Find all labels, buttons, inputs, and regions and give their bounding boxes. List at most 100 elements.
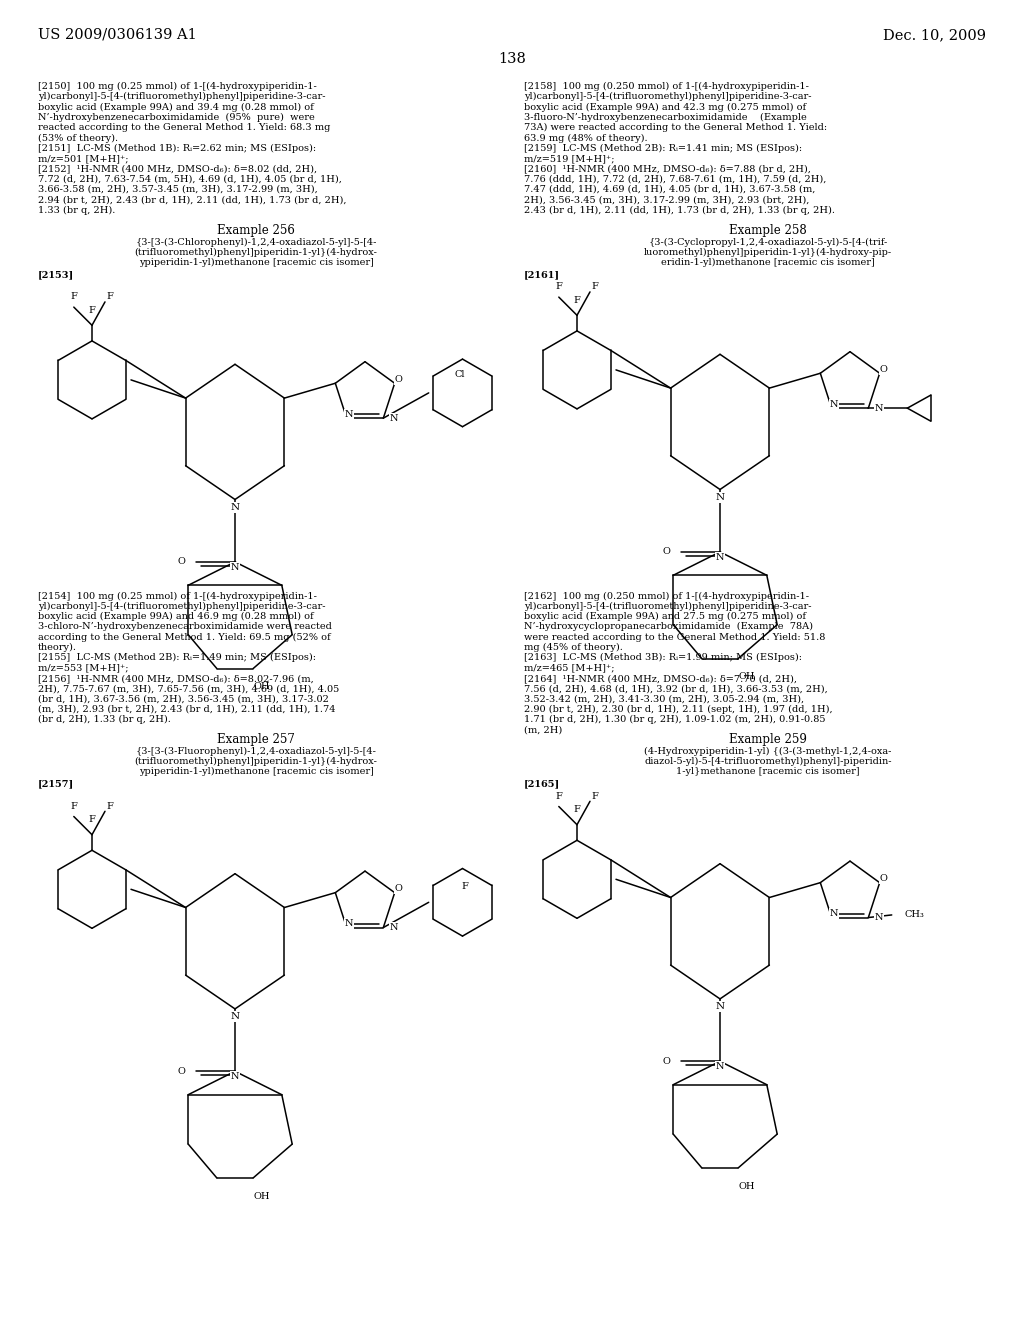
Text: [2150]  100 mg (0.25 mmol) of 1-[(4-hydroxypiperidin-1-: [2150] 100 mg (0.25 mmol) of 1-[(4-hydro…	[38, 82, 316, 91]
Text: [2163]  LC-MS (Method 3B): Rᵢ=1.99 min; MS (ESIpos):: [2163] LC-MS (Method 3B): Rᵢ=1.99 min; M…	[524, 653, 802, 663]
Text: O: O	[663, 548, 671, 557]
Text: {3-[3-(3-Chlorophenyl)-1,2,4-oxadiazol-5-yl]-5-[4-: {3-[3-(3-Chlorophenyl)-1,2,4-oxadiazol-5…	[135, 238, 377, 247]
Text: {3-(3-Cyclopropyl-1,2,4-oxadiazol-5-yl)-5-[4-(trif-: {3-(3-Cyclopropyl-1,2,4-oxadiazol-5-yl)-…	[648, 238, 888, 247]
Text: yl)carbonyl]-5-[4-(trifluoromethyl)phenyl]piperidine-3-car-: yl)carbonyl]-5-[4-(trifluoromethyl)pheny…	[524, 602, 811, 611]
Text: F: F	[71, 801, 77, 810]
Text: O: O	[663, 1057, 671, 1065]
Text: N: N	[390, 923, 398, 932]
Text: F: F	[592, 282, 599, 292]
Text: OH: OH	[253, 682, 269, 692]
Text: theory).: theory).	[38, 643, 77, 652]
Text: F: F	[106, 292, 114, 301]
Text: [2162]  100 mg (0.250 mmol) of 1-[(4-hydroxypiperidin-1-: [2162] 100 mg (0.250 mmol) of 1-[(4-hydr…	[524, 591, 809, 601]
Text: 7.72 (d, 2H), 7.63-7.54 (m, 5H), 4.69 (d, 1H), 4.05 (br d, 1H),: 7.72 (d, 2H), 7.63-7.54 (m, 5H), 4.69 (d…	[38, 174, 342, 183]
Text: boxylic acid (Example 99A) and 46.9 mg (0.28 mmol) of: boxylic acid (Example 99A) and 46.9 mg (…	[38, 612, 313, 622]
Text: 2.90 (br t, 2H), 2.30 (br d, 1H), 2.11 (sept, 1H), 1.97 (dd, 1H),: 2.90 (br t, 2H), 2.30 (br d, 1H), 2.11 (…	[524, 705, 833, 714]
Text: [2156]  ¹H-NMR (400 MHz, DMSO-d₆): δ=8.02-7.96 (m,: [2156] ¹H-NMR (400 MHz, DMSO-d₆): δ=8.02…	[38, 673, 313, 682]
Text: (br d, 1H), 3.67-3.56 (m, 2H), 3.56-3.45 (m, 3H), 3.17-3.02: (br d, 1H), 3.67-3.56 (m, 2H), 3.56-3.45…	[38, 694, 329, 704]
Text: 2H), 7.75-7.67 (m, 3H), 7.65-7.56 (m, 3H), 4.69 (d, 1H), 4.05: 2H), 7.75-7.67 (m, 3H), 7.65-7.56 (m, 3H…	[38, 684, 339, 693]
Text: [2160]  ¹H-NMR (400 MHz, DMSO-d₆): δ=7.88 (br d, 2H),: [2160] ¹H-NMR (400 MHz, DMSO-d₆): δ=7.88…	[524, 165, 811, 173]
Text: {3-[3-(3-Fluorophenyl)-1,2,4-oxadiazol-5-yl]-5-[4-: {3-[3-(3-Fluorophenyl)-1,2,4-oxadiazol-5…	[135, 747, 377, 756]
Text: Example 259: Example 259	[729, 734, 807, 746]
Text: F: F	[592, 792, 599, 801]
Text: [2151]  LC-MS (Method 1B): Rᵢ=2.62 min; MS (ESIpos):: [2151] LC-MS (Method 1B): Rᵢ=2.62 min; M…	[38, 144, 316, 153]
Text: mg (45% of theory).: mg (45% of theory).	[524, 643, 623, 652]
Text: boxylic acid (Example 99A) and 27.5 mg (0.275 mmol) of: boxylic acid (Example 99A) and 27.5 mg (…	[524, 612, 806, 622]
Text: m/z=553 [M+H]⁺;: m/z=553 [M+H]⁺;	[38, 664, 128, 672]
Text: 3.66-3.58 (m, 2H), 3.57-3.45 (m, 3H), 3.17-2.99 (m, 3H),: 3.66-3.58 (m, 2H), 3.57-3.45 (m, 3H), 3.…	[38, 185, 317, 194]
Text: 3-chloro-N’-hydroxybenzenecarboximidamide were reacted: 3-chloro-N’-hydroxybenzenecarboximidamid…	[38, 622, 332, 631]
Text: 2.94 (br t, 2H), 2.43 (br d, 1H), 2.11 (dd, 1H), 1.73 (br d, 2H),: 2.94 (br t, 2H), 2.43 (br d, 1H), 2.11 (…	[38, 195, 346, 205]
Text: luoromethyl)phenyl]piperidin-1-yl}(4-hydroxy-pip-: luoromethyl)phenyl]piperidin-1-yl}(4-hyd…	[644, 248, 892, 257]
Text: were reacted according to the General Method 1. Yield: 51.8: were reacted according to the General Me…	[524, 632, 825, 642]
Text: N: N	[230, 503, 240, 512]
Text: [2161]: [2161]	[524, 269, 560, 279]
Text: F: F	[555, 792, 562, 801]
Text: [2154]  100 mg (0.25 mmol) of 1-[(4-hydroxypiperidin-1-: [2154] 100 mg (0.25 mmol) of 1-[(4-hydro…	[38, 591, 316, 601]
Text: N’-hydroxybenzenecarboximidamide  (95%  pure)  were: N’-hydroxybenzenecarboximidamide (95% pu…	[38, 114, 314, 121]
Text: F: F	[106, 801, 114, 810]
Text: N: N	[230, 562, 240, 572]
Text: [2165]: [2165]	[524, 779, 560, 788]
Text: N: N	[830, 909, 839, 919]
Text: 73A) were reacted according to the General Method 1. Yield:: 73A) were reacted according to the Gener…	[524, 123, 827, 132]
Text: Cl: Cl	[455, 370, 465, 379]
Text: 7.76 (ddd, 1H), 7.72 (d, 2H), 7.68-7.61 (m, 1H), 7.59 (d, 2H),: 7.76 (ddd, 1H), 7.72 (d, 2H), 7.68-7.61 …	[524, 174, 826, 183]
Text: F: F	[573, 805, 581, 814]
Text: O: O	[394, 375, 402, 384]
Text: [2155]  LC-MS (Method 2B): Rᵢ=1.49 min; MS (ESIpos):: [2155] LC-MS (Method 2B): Rᵢ=1.49 min; M…	[38, 653, 316, 663]
Text: boxylic acid (Example 99A) and 42.3 mg (0.275 mmol) of: boxylic acid (Example 99A) and 42.3 mg (…	[524, 103, 806, 112]
Text: N’-hydroxycyclopropanecarboximidamide  (Example  78A): N’-hydroxycyclopropanecarboximidamide (E…	[524, 622, 813, 631]
Text: F: F	[555, 282, 562, 292]
Text: O: O	[178, 557, 185, 566]
Text: N: N	[830, 400, 839, 409]
Text: ypiperidin-1-yl)methanone [racemic cis isomer]: ypiperidin-1-yl)methanone [racemic cis i…	[138, 257, 374, 267]
Text: O: O	[880, 874, 888, 883]
Text: m/z=519 [M+H]⁺;: m/z=519 [M+H]⁺;	[524, 154, 614, 164]
Text: N: N	[874, 913, 884, 923]
Text: F: F	[88, 816, 95, 824]
Text: OH: OH	[253, 1192, 269, 1201]
Text: ypiperidin-1-yl)methanone [racemic cis isomer]: ypiperidin-1-yl)methanone [racemic cis i…	[138, 767, 374, 776]
Text: (53% of theory).: (53% of theory).	[38, 133, 118, 143]
Text: boxylic acid (Example 99A) and 39.4 mg (0.28 mmol) of: boxylic acid (Example 99A) and 39.4 mg (…	[38, 103, 313, 112]
Text: 7.56 (d, 2H), 4.68 (d, 1H), 3.92 (br d, 1H), 3.66-3.53 (m, 2H),: 7.56 (d, 2H), 4.68 (d, 1H), 3.92 (br d, …	[524, 684, 827, 693]
Text: N: N	[230, 1012, 240, 1022]
Text: CH₃: CH₃	[905, 911, 925, 920]
Text: O: O	[394, 884, 402, 894]
Text: N: N	[874, 404, 884, 413]
Text: O: O	[178, 1067, 185, 1076]
Text: 2.43 (br d, 1H), 2.11 (dd, 1H), 1.73 (br d, 2H), 1.33 (br q, 2H).: 2.43 (br d, 1H), 2.11 (dd, 1H), 1.73 (br…	[524, 206, 835, 215]
Text: yl)carbonyl]-5-[4-(trifluoromethyl)phenyl]piperidine-3-car-: yl)carbonyl]-5-[4-(trifluoromethyl)pheny…	[38, 92, 326, 102]
Text: [2152]  ¹H-NMR (400 MHz, DMSO-d₆): δ=8.02 (dd, 2H),: [2152] ¹H-NMR (400 MHz, DMSO-d₆): δ=8.02…	[38, 165, 317, 173]
Text: 1-yl}methanone [racemic cis isomer]: 1-yl}methanone [racemic cis isomer]	[676, 767, 860, 776]
Text: N: N	[716, 553, 724, 561]
Text: 63.9 mg (48% of theory).: 63.9 mg (48% of theory).	[524, 133, 647, 143]
Text: 1.33 (br q, 2H).: 1.33 (br q, 2H).	[38, 206, 116, 215]
Text: eridin-1-yl)methanone [racemic cis isomer]: eridin-1-yl)methanone [racemic cis isome…	[662, 257, 874, 267]
Text: (trifluoromethyl)phenyl]piperidin-1-yl}(4-hydrox-: (trifluoromethyl)phenyl]piperidin-1-yl}(…	[134, 758, 378, 767]
Text: N: N	[716, 1002, 725, 1011]
Text: [2153]: [2153]	[38, 269, 75, 279]
Text: Example 258: Example 258	[729, 224, 807, 236]
Text: 1.71 (br d, 2H), 1.30 (br q, 2H), 1.09-1.02 (m, 2H), 0.91-0.85: 1.71 (br d, 2H), 1.30 (br q, 2H), 1.09-1…	[524, 715, 825, 725]
Text: 2H), 3.56-3.45 (m, 3H), 3.17-2.99 (m, 3H), 2.93 (brt, 2H),: 2H), 3.56-3.45 (m, 3H), 3.17-2.99 (m, 3H…	[524, 195, 809, 205]
Text: Example 256: Example 256	[217, 224, 295, 236]
Text: (br d, 2H), 1.33 (br q, 2H).: (br d, 2H), 1.33 (br q, 2H).	[38, 715, 171, 725]
Text: F: F	[88, 306, 95, 315]
Text: 3.52-3.42 (m, 2H), 3.41-3.30 (m, 2H), 3.05-2.94 (m, 3H),: 3.52-3.42 (m, 2H), 3.41-3.30 (m, 2H), 3.…	[524, 694, 804, 704]
Text: [2157]: [2157]	[38, 779, 75, 788]
Text: OH: OH	[738, 1181, 755, 1191]
Text: diazol-5-yl)-5-[4-trifluoromethyl)phenyl]-piperidin-: diazol-5-yl)-5-[4-trifluoromethyl)phenyl…	[644, 758, 892, 767]
Text: [2159]  LC-MS (Method 2B): Rᵢ=1.41 min; MS (ESIpos):: [2159] LC-MS (Method 2B): Rᵢ=1.41 min; M…	[524, 144, 802, 153]
Text: F: F	[573, 296, 581, 305]
Text: N: N	[716, 492, 725, 502]
Text: F: F	[462, 882, 469, 891]
Text: (trifluoromethyl)phenyl]piperidin-1-yl}(4-hydrox-: (trifluoromethyl)phenyl]piperidin-1-yl}(…	[134, 248, 378, 257]
Text: O: O	[880, 364, 888, 374]
Text: (m, 3H), 2.93 (br t, 2H), 2.43 (br d, 1H), 2.11 (dd, 1H), 1.74: (m, 3H), 2.93 (br t, 2H), 2.43 (br d, 1H…	[38, 705, 336, 714]
Text: m/z=465 [M+H]⁺;: m/z=465 [M+H]⁺;	[524, 664, 614, 672]
Text: (m, 2H): (m, 2H)	[524, 725, 562, 734]
Text: [2164]  ¹H-NMR (400 MHz, DMSO-d₆): δ=7.70 (d, 2H),: [2164] ¹H-NMR (400 MHz, DMSO-d₆): δ=7.70…	[524, 673, 797, 682]
Text: N: N	[716, 1063, 724, 1071]
